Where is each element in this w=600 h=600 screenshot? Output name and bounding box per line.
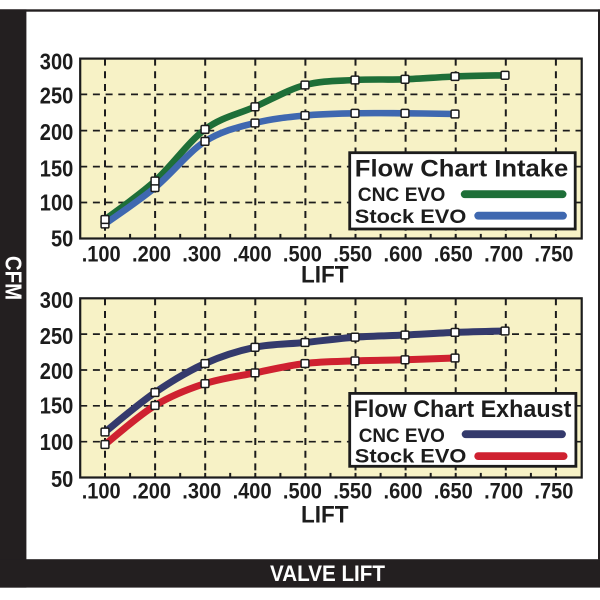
svg-text:.300: .300: [182, 241, 221, 266]
svg-text:.750: .750: [534, 241, 573, 266]
svg-text:100: 100: [40, 429, 74, 455]
svg-text:300: 300: [40, 287, 74, 313]
svg-text:.500: .500: [283, 479, 322, 504]
svg-text:.400: .400: [233, 479, 272, 504]
svg-text:.500: .500: [283, 241, 322, 266]
svg-text:50: 50: [51, 466, 73, 492]
svg-text:CNC EVO: CNC EVO: [358, 184, 446, 206]
svg-text:.200: .200: [132, 479, 171, 504]
svg-text:.400: .400: [233, 241, 272, 266]
svg-text:Flow Chart Intake: Flow Chart Intake: [355, 155, 569, 182]
svg-text:150: 150: [40, 156, 74, 182]
svg-text:.700: .700: [484, 479, 523, 504]
svg-text:.650: .650: [434, 479, 473, 504]
svg-text:.550: .550: [333, 241, 372, 266]
svg-text:150: 150: [40, 393, 74, 419]
svg-text:.600: .600: [384, 241, 423, 266]
svg-text:200: 200: [40, 119, 74, 145]
svg-text:.550: .550: [333, 479, 372, 504]
svg-text:Stock EVO: Stock EVO: [355, 445, 467, 467]
svg-text:50: 50: [51, 226, 73, 252]
svg-text:Stock EVO: Stock EVO: [355, 206, 467, 228]
svg-text:.200: .200: [132, 241, 171, 266]
svg-text:.100: .100: [82, 479, 121, 504]
svg-text:LIFT: LIFT: [301, 502, 349, 529]
svg-text:300: 300: [40, 48, 74, 74]
svg-text:VALVE LIFT: VALVE LIFT: [270, 561, 386, 586]
svg-text:.300: .300: [182, 479, 221, 504]
svg-text:LIFT: LIFT: [301, 262, 349, 289]
svg-text:.600: .600: [384, 479, 423, 504]
svg-text:.100: .100: [82, 241, 121, 266]
svg-text:100: 100: [40, 190, 74, 216]
svg-text:200: 200: [40, 358, 74, 384]
svg-text:CFM: CFM: [0, 256, 26, 300]
svg-text:250: 250: [40, 323, 74, 349]
svg-text:CNC EVO: CNC EVO: [359, 425, 445, 447]
svg-text:.650: .650: [434, 241, 473, 266]
svg-text:Flow Chart Exhaust: Flow Chart Exhaust: [354, 396, 572, 423]
svg-text:250: 250: [40, 82, 74, 108]
svg-text:.700: .700: [484, 241, 523, 266]
svg-text:.750: .750: [534, 479, 573, 504]
